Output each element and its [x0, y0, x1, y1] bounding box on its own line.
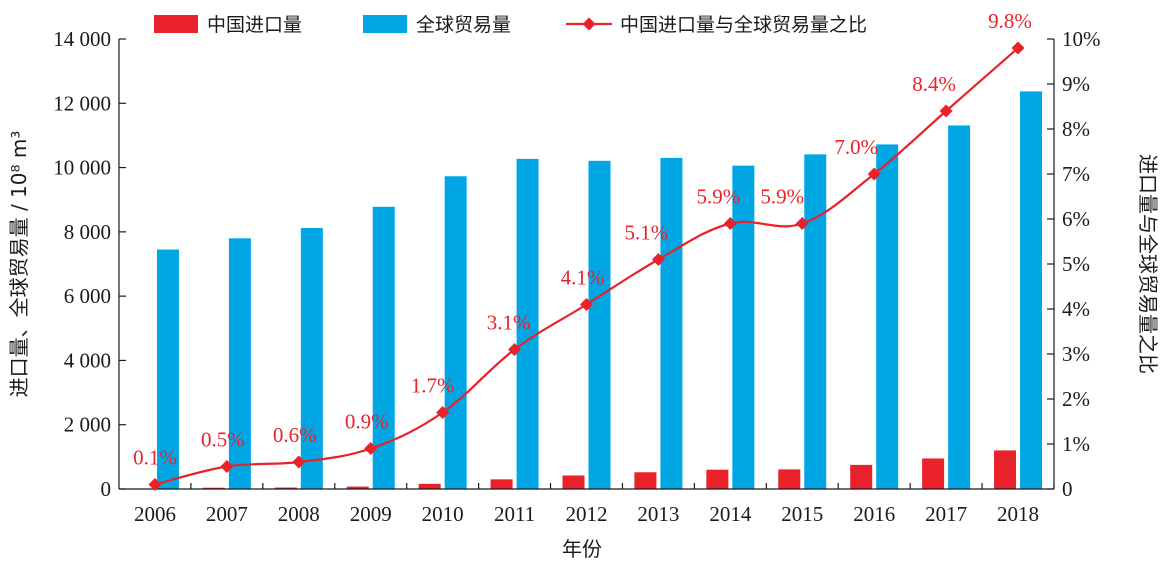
- ratio-line-layer: [148, 41, 1025, 491]
- ratio-label-2017: 8.4%: [912, 72, 956, 96]
- ratio-marker-2014: [723, 217, 737, 230]
- ratio-marker-2008: [292, 455, 306, 469]
- bar-china-import-2007: [202, 487, 225, 489]
- bar-china-import-2014: [706, 469, 729, 489]
- ratio-label-2018: 9.8%: [988, 9, 1032, 33]
- x-tick-label-2010: 2010: [422, 502, 464, 526]
- x-tick-label-2017: 2017: [925, 502, 967, 526]
- legend-label-ratio: 中国进口量与全球贸易量之比: [620, 14, 867, 36]
- bar-china-import-2018: [994, 450, 1017, 489]
- y-tick-label: 14 000: [53, 27, 111, 51]
- bar-china-import-2015: [778, 469, 801, 489]
- axes-layer: 0 2 000 4 000 6 000 8 000 10 000 12 000 14 000 0…: [53, 27, 1100, 526]
- bar-global-trade-2009: [372, 206, 395, 490]
- bar-china-import-2017: [922, 458, 945, 489]
- bar-global-trade-2012: [588, 160, 611, 490]
- y2-tick-label: 5%: [1062, 252, 1090, 276]
- ratio-marker-2013: [651, 253, 665, 266]
- ratio-marker-2012: [580, 298, 593, 311]
- y-axis-title: 进口量、全球贸易量 / 10⁸ m³: [7, 131, 31, 398]
- ratio-marker-2007: [220, 460, 234, 473]
- y2-tick-label: 8%: [1062, 117, 1090, 141]
- ratio-marker-2011: [508, 343, 522, 356]
- y2-tick-label: 0: [1062, 477, 1073, 501]
- y2-tick-label: 2%: [1062, 387, 1090, 411]
- ratio-label-2009: 0.9%: [345, 410, 389, 434]
- ratio-label-2011: 3.1%: [487, 311, 531, 335]
- ratio-label-2012: 4.1%: [561, 266, 605, 290]
- bar-china-import-2016: [850, 464, 873, 489]
- ratio-marker-2009: [364, 442, 378, 455]
- x-tick-label-2006: 2006: [134, 502, 176, 526]
- legend-swatch-ratio-marker: [582, 17, 596, 31]
- bar-global-trade-2015: [804, 154, 827, 489]
- x-tick-label-2013: 2013: [637, 502, 679, 526]
- y-tick-label: 6 000: [64, 284, 111, 308]
- bar-global-trade-2011: [516, 158, 539, 489]
- y-tick-label: 4 000: [64, 348, 111, 372]
- legend-label-global-trade: 全球贸易量: [416, 14, 511, 36]
- ratio-label-2010: 1.7%: [411, 374, 455, 398]
- bars-layer: [130, 91, 1043, 490]
- bar-china-import-2009: [346, 486, 369, 489]
- y2-tick-label: 10%: [1062, 27, 1101, 51]
- bar-global-trade-2008: [300, 228, 323, 489]
- x-tick-label-2009: 2009: [350, 502, 392, 526]
- ratio-label-2014: 5.9%: [696, 185, 740, 209]
- legend-swatch-china-import: [154, 15, 198, 33]
- ratio-label-2006: 0.1%: [133, 446, 177, 470]
- bar-china-import-2008: [274, 487, 297, 489]
- legend: 中国进口量 全球贸易量 中国进口量与全球贸易量之比: [154, 14, 867, 36]
- y2-tick-label: 3%: [1062, 342, 1090, 366]
- ratio-marker-2015: [795, 217, 809, 230]
- y2-tick-label: 4%: [1062, 297, 1090, 321]
- x-tick-label-2016: 2016: [853, 502, 895, 526]
- x-tick-label-2011: 2011: [494, 502, 535, 526]
- bar-china-import-2010: [418, 483, 441, 489]
- bar-global-trade-2017: [948, 125, 971, 489]
- x-tick-label-2012: 2012: [566, 502, 608, 526]
- ratio-marker-2006: [148, 478, 162, 491]
- ratio-marker-2017: [939, 104, 953, 118]
- bar-global-trade-2018: [1020, 91, 1043, 490]
- y2-tick-label: 7%: [1062, 162, 1090, 186]
- ratio-label-2007: 0.5%: [201, 428, 245, 452]
- y-tick-label: 8 000: [64, 220, 111, 244]
- y2-tick-label: 1%: [1062, 432, 1090, 456]
- bar-global-trade-2016: [876, 144, 899, 489]
- y-tick-label: 0: [101, 477, 112, 501]
- legend-label-china-import: 中国进口量: [207, 14, 302, 36]
- ratio-label-2015: 5.9%: [760, 185, 804, 209]
- x-tick-label-2014: 2014: [709, 502, 752, 526]
- ratio-label-2013: 5.1%: [625, 221, 669, 245]
- ratio-marker-2010: [436, 406, 450, 419]
- y-tick-label: 2 000: [64, 413, 111, 437]
- y2-axis-title: 进口量与全球贸易量之比: [1136, 154, 1160, 374]
- legend-swatch-global-trade: [363, 15, 407, 33]
- x-tick-label-2015: 2015: [781, 502, 823, 526]
- x-tick-label-2007: 2007: [206, 502, 248, 526]
- bar-global-trade-2007: [228, 238, 251, 489]
- data-labels-layer: 0.1% 0.5% 0.6% 0.9% 1.7% 3.1% 4.1% 5.1% 5.9% 5.9%…: [133, 9, 1032, 470]
- bar-global-trade-2013: [660, 157, 683, 489]
- y-tick-label: 10 000: [53, 156, 111, 180]
- y2-tick-label: 9%: [1062, 72, 1090, 96]
- bar-china-import-2011: [490, 479, 513, 489]
- y2-tick-label: 6%: [1062, 207, 1090, 231]
- bar-china-import-2013: [634, 472, 657, 489]
- ratio-marker-2018: [1011, 41, 1025, 55]
- x-tick-label-2008: 2008: [278, 502, 320, 526]
- bar-china-import-2012: [562, 475, 585, 489]
- ratio-label-2008: 0.6%: [273, 423, 317, 447]
- x-axis-title: 年份: [562, 537, 602, 561]
- bar-global-trade-2014: [732, 165, 755, 489]
- x-tick-label-2018: 2018: [997, 502, 1039, 526]
- bar-global-trade-2006: [156, 249, 179, 489]
- bar-global-trade-2010: [444, 176, 467, 489]
- ratio-marker-2016: [867, 167, 881, 181]
- y-tick-label: 12 000: [53, 91, 111, 115]
- ratio-label-2016: 7.0%: [834, 135, 878, 159]
